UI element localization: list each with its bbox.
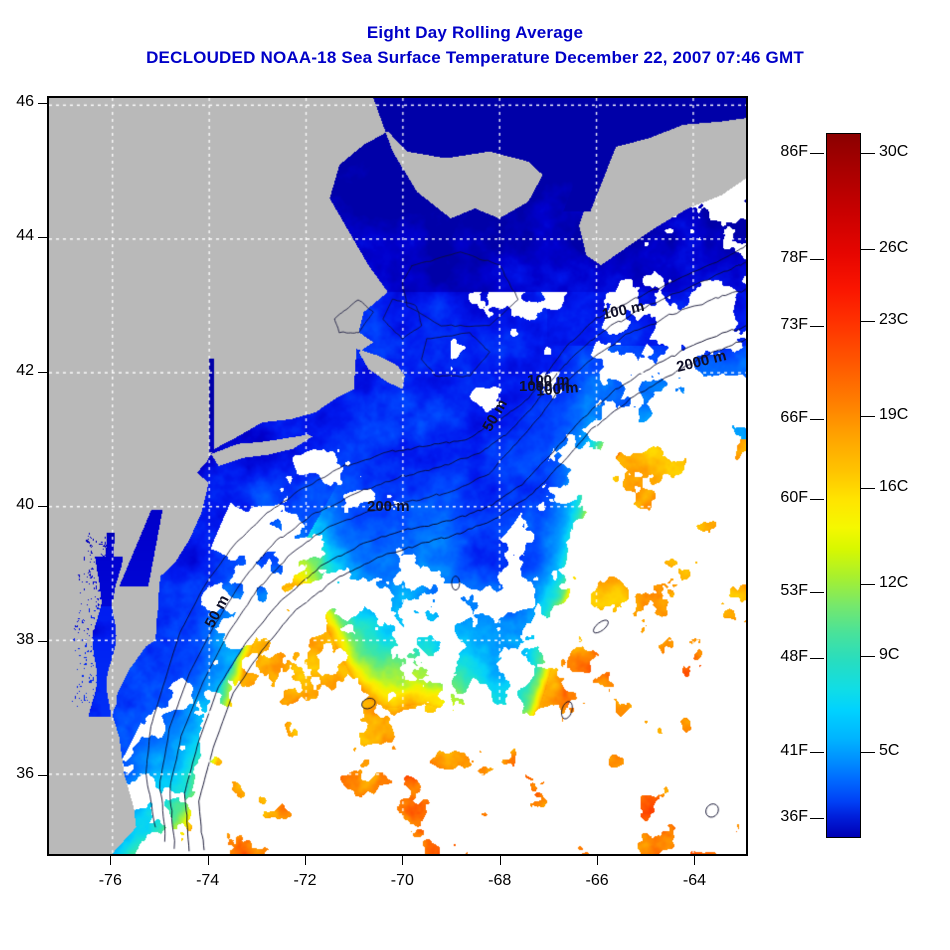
colorbar-label-fahrenheit: 66F — [780, 408, 808, 426]
colorbar-label-fahrenheit: 48F — [780, 648, 808, 666]
x-axis-label: -64 — [682, 872, 706, 889]
x-axis-tick — [305, 856, 306, 865]
colorbar-label-celsius: 26C — [879, 238, 909, 256]
y-axis-label: 38 — [16, 630, 34, 648]
temperature-colorbar[interactable] — [826, 133, 861, 838]
x-axis-label: -70 — [390, 872, 414, 889]
colorbar-label-celsius: 9C — [879, 645, 900, 663]
y-axis-label: 44 — [16, 227, 34, 245]
y-axis-label: 36 — [16, 765, 34, 783]
colorbar-tick-celsius — [861, 248, 875, 250]
x-axis-tick — [207, 856, 209, 865]
x-axis-tick — [402, 856, 404, 865]
colorbar-tick-fahrenheit — [810, 818, 824, 820]
colorbar-tick-celsius — [861, 152, 875, 154]
colorbar-label-fahrenheit: 78F — [780, 249, 808, 267]
colorbar-tick-fahrenheit — [810, 498, 824, 500]
y-axis-label: 42 — [16, 361, 34, 379]
colorbar-label-fahrenheit: 36F — [780, 808, 808, 826]
colorbar-tick-celsius — [861, 416, 875, 418]
title-line-1: Eight Day Rolling Average — [366, 23, 584, 42]
colorbar-tick-celsius — [861, 488, 875, 490]
y-axis-label: 46 — [16, 92, 34, 110]
sst-raster-canvas — [49, 98, 746, 854]
x-axis-label: -74 — [196, 872, 220, 889]
y-axis-tick — [38, 775, 47, 777]
y-axis-label: 40 — [16, 496, 34, 514]
colorbar-tick-fahrenheit — [810, 751, 824, 753]
colorbar-tick-fahrenheit — [810, 591, 824, 593]
colorbar-tick-fahrenheit — [810, 418, 824, 420]
x-axis-label: -66 — [585, 872, 609, 889]
y-axis-tick — [38, 371, 47, 373]
colorbar-label-fahrenheit: 60F — [780, 488, 808, 506]
y-axis-tick — [38, 237, 47, 239]
colorbar-label-celsius: 19C — [879, 406, 909, 424]
colorbar-tick-celsius — [861, 655, 875, 657]
x-axis-label: -72 — [293, 872, 317, 889]
figure-title: Eight Day Rolling Average DECLOUDED NOAA… — [0, 22, 950, 70]
y-axis-tick — [38, 506, 47, 508]
y-axis-tick — [38, 640, 47, 642]
colorbar-tick-fahrenheit — [810, 259, 824, 261]
colorbar-tick-fahrenheit — [810, 152, 824, 154]
colorbar-label-celsius: 16C — [879, 478, 909, 496]
colorbar-label-fahrenheit: 86F — [780, 142, 808, 160]
colorbar-label-fahrenheit: 41F — [780, 741, 808, 759]
x-axis-tick — [499, 856, 501, 865]
x-axis-tick — [694, 856, 696, 865]
map-plot-area[interactable] — [47, 96, 748, 856]
x-axis-tick — [597, 856, 599, 865]
colorbar-tick-fahrenheit — [810, 325, 824, 327]
colorbar-label-fahrenheit: 73F — [780, 315, 808, 333]
title-line-2: DECLOUDED NOAA-18 Sea Surface Temperatur… — [146, 48, 804, 68]
colorbar-label-celsius: 5C — [879, 741, 900, 759]
colorbar-tick-celsius — [861, 320, 875, 322]
colorbar-tick-celsius — [861, 583, 875, 585]
colorbar-label-celsius: 23C — [879, 310, 909, 328]
y-axis-tick — [38, 102, 47, 104]
colorbar-label-celsius: 30C — [879, 142, 909, 160]
colorbar-label-celsius: 12C — [879, 573, 909, 591]
colorbar-tick-celsius — [861, 751, 875, 753]
x-axis-label: -68 — [488, 872, 512, 889]
x-axis-tick — [110, 856, 112, 865]
colorbar-tick-fahrenheit — [810, 658, 824, 660]
x-axis-label: -76 — [98, 872, 122, 889]
colorbar-label-fahrenheit: 53F — [780, 581, 808, 599]
